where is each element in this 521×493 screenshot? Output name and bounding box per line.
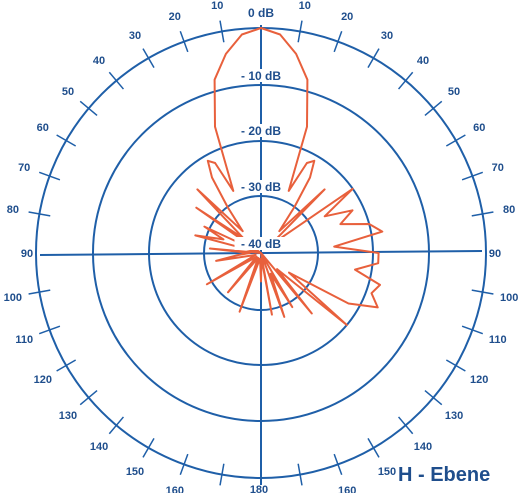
angle-tick <box>38 325 61 335</box>
angle-label-left: 20 <box>169 11 181 23</box>
angle-tick <box>445 134 466 147</box>
angle-label-right: 110 <box>489 334 507 346</box>
angle-label-right: 100 <box>500 292 518 304</box>
angle-label-left: 80 <box>7 204 19 216</box>
ring-label: - 10 dB <box>241 69 281 83</box>
angle-tick <box>471 211 494 217</box>
angle-tick <box>219 20 225 43</box>
ring-label-bg <box>234 69 288 82</box>
angle-tick <box>397 416 414 435</box>
angle-tick <box>28 211 51 217</box>
angle-label-left: 160 <box>166 485 184 493</box>
angle-tick <box>142 48 155 69</box>
angle-tick <box>461 325 484 335</box>
ring-label-bg <box>234 180 288 193</box>
angle-tick <box>108 416 125 435</box>
angle-label-right: 60 <box>473 122 485 134</box>
angle-tick <box>333 30 343 53</box>
angle-tick <box>367 48 380 69</box>
ring-label: - 20 dB <box>241 124 281 138</box>
angle-label-right: 20 <box>341 11 353 23</box>
angle-tick <box>367 437 380 458</box>
angle-label-left: 130 <box>59 410 77 422</box>
angle-label-right: 150 <box>378 466 396 478</box>
angle-label-left: 60 <box>37 122 49 134</box>
angle-tick <box>179 453 189 476</box>
ring-labels: 0 dB - 10 dB - 20 dB - 30 dB - 40 dB <box>234 6 288 251</box>
angle-label-left: 120 <box>34 374 52 386</box>
angle-tick <box>219 463 225 486</box>
ring-label-bg <box>245 6 277 19</box>
angle-label-right: 160 <box>338 485 356 493</box>
angle-label-right: 140 <box>414 441 432 453</box>
angle-tick <box>56 134 77 147</box>
angle-tick <box>333 453 343 476</box>
angle-labels: 10 20 30 40 50 60 70 80 90 100 110 120 130 140 150 160 1… <box>4 0 519 493</box>
ring-label: 0 dB <box>248 6 274 20</box>
pattern-layer <box>194 27 384 326</box>
angle-tick <box>56 359 77 372</box>
angle-tick <box>79 100 98 117</box>
angle-tick <box>38 171 61 181</box>
ring-label: - 40 dB <box>241 237 281 251</box>
angle-tick <box>28 289 51 295</box>
angle-tick <box>297 463 303 486</box>
plane-title: H - Ebene <box>398 464 491 486</box>
angle-label-right: 70 <box>492 162 504 174</box>
angle-tick <box>424 389 443 406</box>
angle-label-right: 30 <box>381 30 393 42</box>
angle-label-right: 90 <box>489 248 501 260</box>
angle-tick <box>471 289 494 295</box>
angle-label-left: 40 <box>93 55 105 67</box>
angle-label-left: 140 <box>90 441 108 453</box>
ring-label-bg <box>234 124 288 137</box>
angle-tick <box>142 437 155 458</box>
angle-label-left: 50 <box>62 86 74 98</box>
angle-label-left: 100 <box>4 292 22 304</box>
angle-tick <box>179 30 189 53</box>
angle-tick <box>108 71 125 90</box>
angle-tick <box>297 20 303 43</box>
polar-grid <box>28 20 494 486</box>
angle-tick <box>424 100 443 117</box>
angle-label-left: 150 <box>126 466 144 478</box>
angle-label-right: 10 <box>299 0 311 12</box>
angle-label-left: 110 <box>15 334 33 346</box>
angle-tick <box>397 71 414 90</box>
angle-label-right: 80 <box>503 204 515 216</box>
ring-label: - 30 dB <box>241 180 281 194</box>
angle-label-right: 40 <box>417 55 429 67</box>
angle-label-right: 130 <box>445 410 463 422</box>
angle-label-left: 30 <box>129 30 141 42</box>
radiation-pattern-line <box>194 27 384 326</box>
angle-label-left: 90 <box>21 248 33 260</box>
angle-tick <box>79 389 98 406</box>
angle-label-right: 180 <box>250 484 268 493</box>
ring-label-bg <box>234 237 288 250</box>
angle-label-left: 10 <box>211 0 223 12</box>
angle-label-right: 120 <box>470 374 488 386</box>
angle-tick <box>445 359 466 372</box>
angle-label-right: 50 <box>448 86 460 98</box>
angle-label-left: 70 <box>18 162 30 174</box>
angle-tick <box>461 171 484 181</box>
